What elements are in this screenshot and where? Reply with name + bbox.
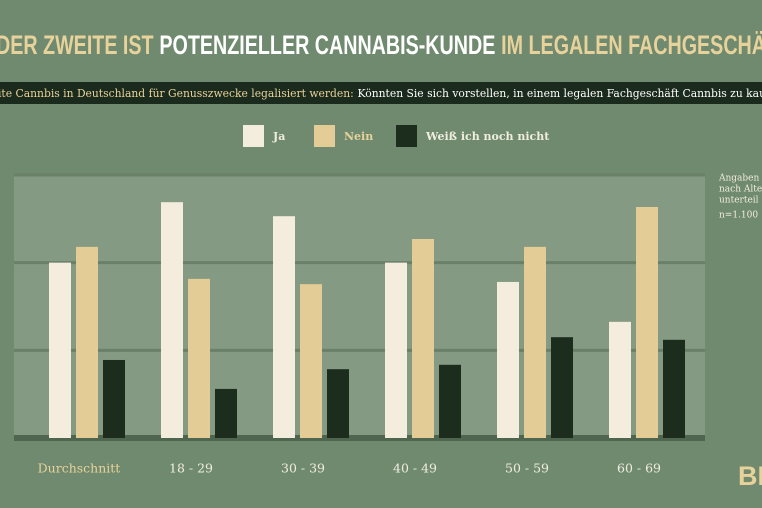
title-part: IM LEGALEN FACHGESCHÄ xyxy=(501,30,762,60)
plot-area xyxy=(14,175,705,438)
legend-swatch xyxy=(243,125,264,147)
title-part: DER ZWEITE IST xyxy=(0,30,154,60)
subtitle-band xyxy=(0,82,762,104)
bar xyxy=(385,262,407,438)
subtitle-part: ite Cannbis in Deutschland für Genusszwe… xyxy=(0,86,354,100)
bar xyxy=(663,339,685,438)
subtitle-part: Könnten Sie sich vorstellen, in einem le… xyxy=(358,86,762,100)
legend-label: Nein xyxy=(344,130,373,143)
x-tick-label: 60 - 69 xyxy=(617,461,661,476)
bar xyxy=(273,216,295,438)
x-tick-label: Durchschnitt xyxy=(38,461,121,476)
subtitle: ite Cannbis in Deutschland für Genusszwe… xyxy=(0,86,762,100)
bar xyxy=(609,321,631,438)
bar xyxy=(76,246,98,438)
bar xyxy=(412,238,434,438)
legend-label: Weiß ich noch nicht xyxy=(425,130,550,143)
bar xyxy=(103,359,125,438)
logo: BLO xyxy=(738,461,762,491)
x-tick-label: 18 - 29 xyxy=(169,461,213,476)
bar xyxy=(188,278,210,438)
legend-swatch xyxy=(314,125,335,147)
x-tick-label: 40 - 49 xyxy=(393,461,437,476)
legend-swatch xyxy=(396,125,417,147)
chart-title: DER ZWEITE ISTPOTENZIELLER CANNABIS-KUND… xyxy=(0,30,762,60)
title-part: POTENZIELLER CANNABIS-KUNDE xyxy=(159,30,495,60)
x-tick-label: 30 - 39 xyxy=(281,461,325,476)
bar xyxy=(161,202,183,438)
bar xyxy=(439,364,461,438)
bar xyxy=(636,206,658,438)
legend-label: Ja xyxy=(272,130,285,143)
bar xyxy=(300,284,322,438)
note: nach Alte xyxy=(719,185,762,195)
bar xyxy=(524,246,546,438)
bar xyxy=(497,281,519,438)
note: unterteil xyxy=(719,196,759,206)
bar xyxy=(215,388,237,438)
note: n=1.100 xyxy=(719,211,758,221)
note: Angaben xyxy=(718,174,760,184)
bar xyxy=(327,369,349,438)
bar xyxy=(49,262,71,438)
x-tick-label: 50 - 59 xyxy=(505,461,549,476)
bar xyxy=(551,337,573,438)
